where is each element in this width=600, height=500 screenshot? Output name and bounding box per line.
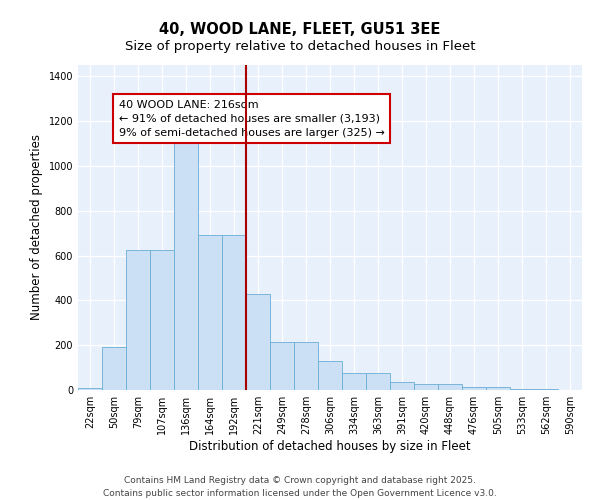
Bar [510, 389, 534, 390]
Text: Contains HM Land Registry data © Crown copyright and database right 2025.
Contai: Contains HM Land Registry data © Crown c… [103, 476, 497, 498]
Bar [78, 388, 102, 390]
Bar [294, 342, 318, 390]
Bar [438, 384, 462, 390]
Bar [222, 236, 246, 390]
Text: Size of property relative to detached houses in Fleet: Size of property relative to detached ho… [125, 40, 475, 53]
Bar [246, 294, 270, 390]
Bar [270, 342, 294, 390]
X-axis label: Distribution of detached houses by size in Fleet: Distribution of detached houses by size … [189, 440, 471, 453]
Bar [318, 361, 342, 390]
Bar [150, 250, 174, 390]
Bar [414, 384, 438, 390]
Bar [534, 389, 558, 390]
Bar [366, 373, 390, 390]
Bar [342, 373, 366, 390]
Bar [174, 140, 198, 390]
Text: 40 WOOD LANE: 216sqm
← 91% of detached houses are smaller (3,193)
9% of semi-det: 40 WOOD LANE: 216sqm ← 91% of detached h… [119, 100, 385, 138]
Bar [126, 250, 150, 390]
Bar [462, 386, 486, 390]
Bar [198, 236, 222, 390]
Bar [102, 348, 126, 390]
Y-axis label: Number of detached properties: Number of detached properties [30, 134, 43, 320]
Text: 40, WOOD LANE, FLEET, GU51 3EE: 40, WOOD LANE, FLEET, GU51 3EE [160, 22, 440, 38]
Bar [390, 382, 414, 390]
Bar [486, 388, 510, 390]
